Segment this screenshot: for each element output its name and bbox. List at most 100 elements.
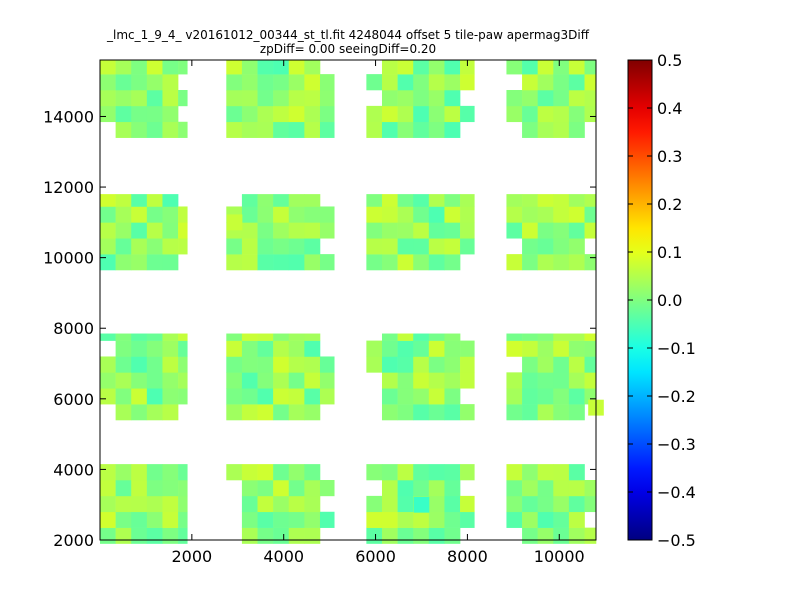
heatmap-cell <box>115 206 132 223</box>
heatmap-cell <box>397 333 414 341</box>
heatmap-cell <box>413 404 430 421</box>
heatmap-cell <box>288 511 305 528</box>
heatmap-cell <box>273 105 290 123</box>
heatmap-cell <box>100 194 116 207</box>
heatmap-cell <box>522 60 538 75</box>
heatmap-cell <box>241 333 258 341</box>
heatmap-cell <box>162 121 179 138</box>
heatmap-cell <box>288 495 305 513</box>
heatmap-cell <box>428 254 445 271</box>
heatmap-cell <box>288 333 305 341</box>
heatmap-cell <box>553 105 570 123</box>
heatmap-cell <box>100 206 116 223</box>
heatmap-cell <box>537 74 554 91</box>
heatmap-cell <box>131 480 148 497</box>
heatmap-cell <box>304 495 321 513</box>
heatmap-cell <box>506 194 523 207</box>
x-axis: 2000 4000 6000 8000 10000 <box>171 60 585 566</box>
heatmap-cell <box>553 222 570 239</box>
heatmap-cell <box>146 495 163 513</box>
x-tick-label: 8000 <box>447 547 488 566</box>
heatmap-cell <box>460 194 475 207</box>
heatmap-cell <box>522 404 538 421</box>
heatmap-cell <box>319 372 335 389</box>
heatmap-cell <box>178 222 188 239</box>
heatmap-cell <box>115 90 132 107</box>
heatmap-cell <box>366 206 383 223</box>
heatmap-cell <box>273 480 290 497</box>
heatmap-cell <box>146 194 163 207</box>
heatmap-cell <box>381 495 398 513</box>
heatmap-cell <box>444 480 461 497</box>
heatmap-cell <box>257 464 274 481</box>
heatmap-cell <box>537 372 554 389</box>
heatmap-cell <box>162 222 179 239</box>
heatmap-cell <box>568 238 585 255</box>
heatmap-cell <box>100 105 116 123</box>
chart-title-line-2: zpDiff= 0.00 seeingDiff=0.20 <box>259 42 437 56</box>
heatmap-cell <box>522 372 538 389</box>
heatmap-cell <box>522 105 538 123</box>
heatmap-cell <box>381 333 398 341</box>
heatmap-cell <box>257 74 274 91</box>
heatmap-cell <box>537 333 554 341</box>
y-tick-label: 2000 <box>53 531 94 550</box>
heatmap-cell <box>241 495 258 513</box>
heatmap-cell <box>413 121 430 138</box>
heatmap-cell <box>146 222 163 239</box>
heatmap-cell <box>584 388 597 405</box>
heatmap-cell <box>178 464 188 481</box>
heatmap-cell <box>381 60 398 75</box>
heatmap-cell <box>584 206 597 223</box>
heatmap-cell <box>226 105 243 123</box>
heatmap-cell <box>397 254 414 271</box>
colorbar-tick-label: −0.5 <box>657 531 696 550</box>
heatmap-cell <box>257 206 274 223</box>
heatmap-cell <box>319 121 335 138</box>
heatmap-cell <box>537 238 554 255</box>
heatmap-cell <box>506 480 523 497</box>
heatmap-cell <box>257 105 274 123</box>
colorbar-tick-label: 0.3 <box>657 147 682 166</box>
heatmap-cell <box>568 356 585 373</box>
heatmap-cell <box>366 238 383 255</box>
heatmap-cell <box>428 194 445 207</box>
heatmap-cell <box>381 90 398 107</box>
heatmap-cell <box>273 74 290 91</box>
heatmap-cell <box>288 60 305 75</box>
heatmap-cell <box>241 121 258 138</box>
heatmap-cell <box>397 480 414 497</box>
heatmap-cell <box>288 404 305 421</box>
heatmap-cell <box>115 480 132 497</box>
plot-frame <box>99 59 597 541</box>
heatmap-cell <box>288 254 305 271</box>
heatmap-cell <box>273 356 290 373</box>
heatmap-cell <box>537 511 554 528</box>
heatmap-cell <box>115 388 132 405</box>
heatmap-cell <box>162 105 179 123</box>
heatmap-cell <box>241 74 258 91</box>
heatmap-cell <box>568 480 585 497</box>
heatmap-cell <box>162 495 179 513</box>
heatmap-cell <box>257 404 274 421</box>
heatmap-cell <box>131 495 148 513</box>
heatmap-cell <box>506 404 523 421</box>
heatmap-cell <box>288 222 305 239</box>
heatmap-cell <box>537 121 554 138</box>
heatmap-cell <box>273 222 290 239</box>
heatmap-cell <box>146 238 163 255</box>
heatmap-cell <box>226 254 243 271</box>
heatmap-cell <box>100 464 116 481</box>
heatmap-cell <box>366 194 383 207</box>
heatmap-cell <box>366 121 383 138</box>
y-axis: 2000 4000 6000 8000 10000 12000 14000 <box>43 107 596 550</box>
heatmap-cell <box>381 74 398 91</box>
heatmap-cell <box>460 404 475 421</box>
heatmap-cell <box>178 60 188 75</box>
heatmap-cell <box>146 333 163 341</box>
heatmap-cell <box>413 60 430 75</box>
heatmap-cell <box>428 404 445 421</box>
heatmap-cell <box>568 105 585 123</box>
heatmap-cell <box>413 238 430 255</box>
heatmap-cell <box>413 511 430 528</box>
